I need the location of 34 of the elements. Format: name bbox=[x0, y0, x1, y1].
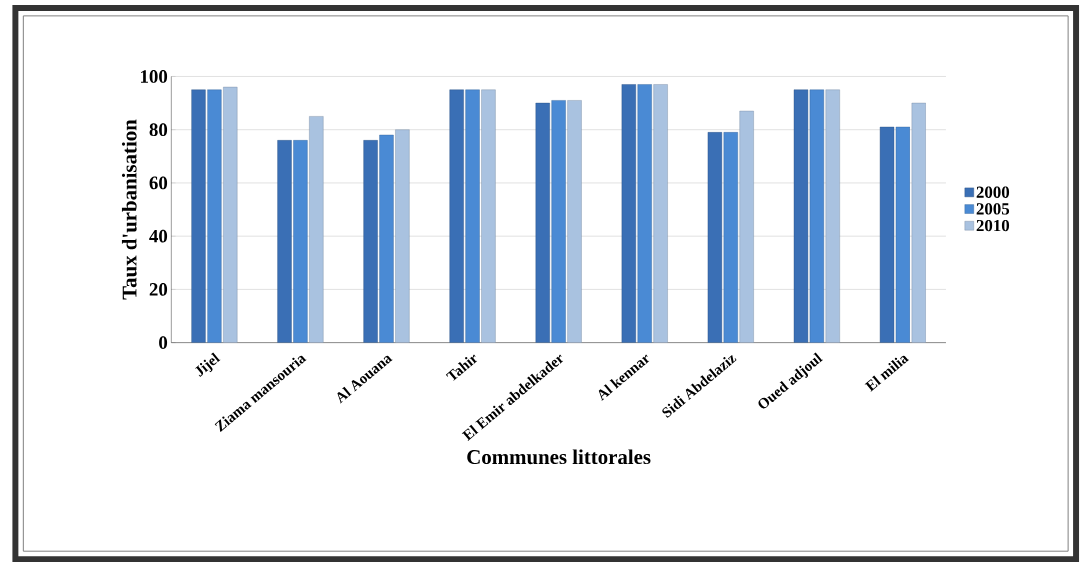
bar bbox=[395, 129, 410, 343]
bar bbox=[535, 102, 550, 343]
bar bbox=[739, 110, 754, 343]
bar bbox=[223, 86, 238, 343]
y-tick-label: 100 bbox=[141, 70, 168, 83]
bar bbox=[379, 134, 394, 343]
bar bbox=[723, 132, 738, 343]
bar bbox=[825, 89, 840, 343]
bar bbox=[637, 84, 652, 343]
bar bbox=[363, 140, 378, 343]
bar bbox=[293, 140, 308, 343]
bar bbox=[277, 140, 292, 343]
y-tick-label: 40 bbox=[149, 229, 168, 243]
x-axis-title: Communes littorales bbox=[467, 449, 651, 465]
bar bbox=[567, 100, 582, 343]
bar bbox=[481, 89, 496, 343]
bar bbox=[207, 89, 222, 343]
bar bbox=[191, 89, 206, 343]
y-axis-title: Taux d'urbanisation bbox=[121, 119, 137, 300]
x-tick-label: El milia bbox=[864, 355, 909, 392]
y-tick-label: 80 bbox=[149, 123, 168, 137]
bar bbox=[551, 100, 566, 343]
bar bbox=[309, 116, 324, 343]
y-tick-label: 0 bbox=[159, 336, 168, 349]
legend-label: 2010 bbox=[976, 219, 1010, 232]
bar bbox=[653, 84, 668, 343]
bar bbox=[449, 89, 464, 343]
legend-label: 2005 bbox=[976, 203, 1010, 215]
y-tick-label: 60 bbox=[149, 176, 168, 190]
y-tick-label: 20 bbox=[149, 283, 168, 296]
x-tick-label: Jijel bbox=[195, 352, 221, 377]
legend-label: 2000 bbox=[976, 186, 1010, 198]
bar bbox=[911, 102, 926, 343]
bar bbox=[465, 89, 480, 343]
